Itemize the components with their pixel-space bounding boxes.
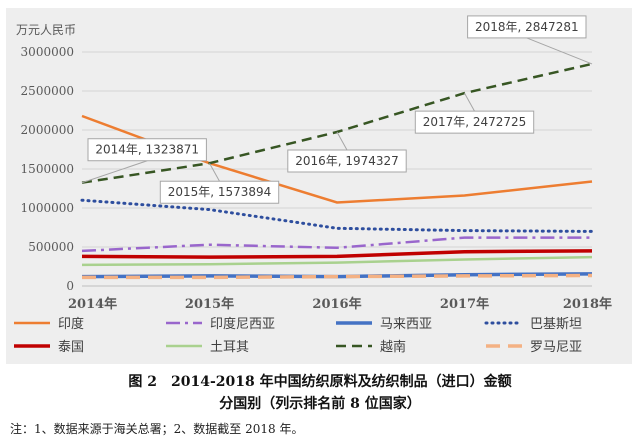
- y-unit-label: 万元人民币: [16, 23, 76, 37]
- legend-label: 土耳其: [210, 340, 249, 355]
- y-tick-label: 3000000: [21, 45, 74, 59]
- series-line-土耳其: [81, 255, 593, 267]
- x-tick-label: 2017年: [440, 296, 489, 312]
- data-callout: 2016年, 1974327: [287, 131, 407, 173]
- legend-label: 越南: [380, 339, 406, 355]
- y-tick-label: 2500000: [21, 84, 74, 98]
- data-label: 2017年, 2472725: [423, 115, 527, 129]
- callout-box: [87, 138, 207, 162]
- figure-caption: 图 2 2014-2018 年中国纺织原料及纺织制品（进口）金额 分国别（列示排…: [0, 371, 640, 415]
- callout-box: [414, 110, 535, 134]
- data-callout: 2018年, 2847281: [467, 15, 593, 65]
- data-label: 2015年, 1573894: [168, 185, 272, 199]
- legend-label: 印度: [58, 316, 84, 332]
- legend-label: 罗马尼亚: [530, 340, 582, 355]
- legend-label: 泰国: [58, 340, 84, 355]
- x-tick-label: 2016年: [312, 296, 361, 312]
- series-line-越南: [81, 62, 593, 184]
- legend-label: 马来西亚: [380, 317, 432, 332]
- callout-box: [159, 180, 280, 204]
- series-line-罗马尼亚: [82, 273, 593, 280]
- x-tick-label: 2014年: [68, 296, 117, 312]
- y-tick-label: 0: [66, 279, 74, 293]
- callout-leader: [81, 160, 148, 184]
- data-label: 2014年, 1323871: [95, 143, 199, 157]
- line-chart: 万元人民币 0 500000 1000000 1500000 2000000 2500000…: [14, 15, 612, 355]
- data-label: 2018年, 2847281: [475, 20, 579, 34]
- y-tick-label: 2000000: [21, 123, 74, 137]
- caption-line-2: 分国别（列示排名前 8 位国家）: [219, 396, 421, 412]
- chart-panel: 万元人民币 0 500000 1000000 1500000 2000000 2500000…: [6, 8, 632, 364]
- data-label: 2016年, 1974327: [295, 154, 399, 168]
- y-tick-label: 1000000: [21, 201, 74, 215]
- callout-leader: [526, 37, 593, 65]
- series-line-巴基斯坦: [80, 198, 594, 233]
- legend-label: 巴基斯坦: [530, 317, 582, 332]
- callout-box: [287, 149, 407, 173]
- x-tick-label: 2018年: [563, 296, 612, 312]
- callout-leader: [464, 92, 475, 112]
- y-tick-label: 500000: [28, 240, 74, 254]
- caption-line-1: 图 2 2014-2018 年中国纺织原料及纺织制品（进口）金额: [128, 374, 512, 390]
- callout-leader: [209, 162, 220, 182]
- callout-box: [467, 15, 587, 39]
- y-tick-label: 1500000: [21, 162, 74, 176]
- x-tick-label: 2015年: [185, 296, 234, 312]
- series-line-泰国: [81, 249, 593, 259]
- data-callout: 2017年, 2472725: [414, 92, 535, 134]
- data-callout: 2014年, 1323871: [81, 138, 207, 184]
- legend-label: 印度尼西亚: [210, 316, 275, 332]
- data-callout: 2015年, 1573894: [159, 162, 280, 204]
- series-line-印度尼西亚: [81, 236, 592, 253]
- callout-leader: [336, 131, 348, 151]
- figure-note: 注：1、数据来源于海关总署；2、数据截至 2018 年。: [10, 422, 304, 436]
